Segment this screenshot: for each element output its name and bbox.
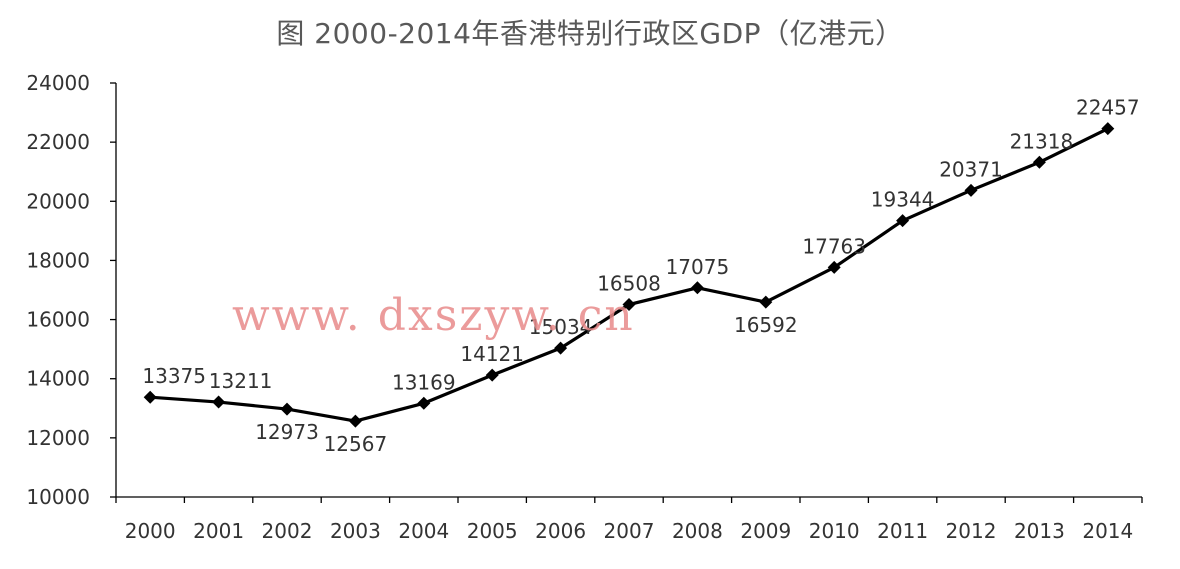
x-tick-label: 2011 [877, 519, 928, 543]
y-tick-label: 12000 [26, 426, 90, 450]
data-point-marker [280, 402, 294, 416]
data-point-marker [1101, 122, 1115, 136]
data-label: 16592 [734, 313, 798, 337]
data-point-marker [485, 368, 499, 382]
data-point-marker [417, 396, 431, 410]
y-tick-label: 20000 [26, 189, 90, 213]
data-point-marker [896, 214, 910, 228]
data-label: 12973 [255, 420, 319, 444]
data-point-marker [1032, 155, 1046, 169]
x-tick-label: 2004 [398, 519, 449, 543]
data-label: 13211 [209, 369, 273, 393]
x-tick-label: 2006 [535, 519, 586, 543]
y-tick-label: 16000 [26, 308, 90, 332]
y-tick-label: 22000 [26, 130, 90, 154]
x-tick-label: 2014 [1082, 519, 1133, 543]
x-tick-label: 2003 [330, 519, 381, 543]
y-tick-label: 18000 [26, 248, 90, 272]
data-point-marker [554, 341, 568, 355]
x-tick-label: 2013 [1014, 519, 1065, 543]
x-tick-label: 2010 [809, 519, 860, 543]
x-tick-label: 2009 [740, 519, 791, 543]
data-label: 17075 [666, 255, 730, 279]
x-tick-label: 2012 [946, 519, 997, 543]
y-axis-ticks: 10000 12000 14000 16000 18000 20000 22000 24000 [26, 71, 116, 509]
data-point-marker [212, 395, 226, 409]
data-point-marker [964, 183, 978, 197]
data-point-marker [759, 295, 773, 309]
y-tick-label: 10000 [26, 485, 90, 509]
data-label: 13169 [392, 370, 456, 394]
x-tick-label: 2007 [604, 519, 655, 543]
chart-title: 图 2000-2014年香港特别行政区GDP（亿港元） [276, 17, 904, 50]
x-tick-label: 2001 [193, 519, 244, 543]
data-label: 12567 [324, 432, 388, 456]
x-tick-label: 2002 [262, 519, 313, 543]
x-tick-label: 2008 [672, 519, 723, 543]
data-label: 15034 [529, 315, 593, 339]
data-label: 13375 [142, 364, 206, 388]
y-tick-label: 24000 [26, 71, 90, 95]
data-label: 19344 [871, 188, 935, 212]
series-group [143, 122, 1115, 428]
watermark-text: www. dxszyw. cn [232, 290, 635, 341]
data-label: 20371 [939, 157, 1003, 181]
data-label: 14121 [460, 342, 524, 366]
y-tick-label: 14000 [26, 367, 90, 391]
data-label: 16508 [597, 272, 661, 296]
data-label: 21318 [1010, 129, 1074, 153]
x-tick-label: 2000 [125, 519, 176, 543]
data-label: 17763 [802, 234, 866, 258]
axes [115, 83, 1142, 498]
data-point-marker [348, 414, 362, 428]
data-point-marker [690, 281, 704, 295]
data-point-marker [622, 298, 636, 312]
x-axis-ticks: 2000 2001 2002 2003 2004 2005 2006 2007 2008 2009… [115, 497, 1143, 543]
data-label: 22457 [1076, 96, 1140, 120]
data-point-marker [143, 390, 157, 404]
data-point-marker [827, 260, 841, 274]
x-tick-label: 2005 [467, 519, 518, 543]
